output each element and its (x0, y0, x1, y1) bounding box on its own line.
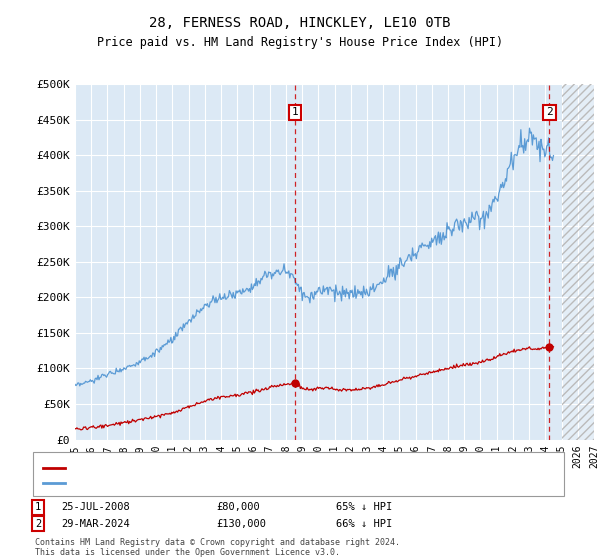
Text: Contains HM Land Registry data © Crown copyright and database right 2024.
This d: Contains HM Land Registry data © Crown c… (35, 538, 400, 557)
Text: 1: 1 (292, 108, 298, 118)
Text: 2: 2 (35, 519, 41, 529)
Text: 25-JUL-2008: 25-JUL-2008 (61, 502, 130, 512)
Text: 66% ↓ HPI: 66% ↓ HPI (336, 519, 392, 529)
Text: 28, FERNESS ROAD, HINCKLEY, LE10 0TB: 28, FERNESS ROAD, HINCKLEY, LE10 0TB (149, 16, 451, 30)
Text: £130,000: £130,000 (216, 519, 266, 529)
Bar (562, 84, 594, 440)
Text: 28, FERNESS ROAD, HINCKLEY, LE10 0TB (detached house): 28, FERNESS ROAD, HINCKLEY, LE10 0TB (de… (68, 463, 386, 473)
Text: 1: 1 (35, 502, 41, 512)
Text: 29-MAR-2024: 29-MAR-2024 (61, 519, 130, 529)
Text: £80,000: £80,000 (216, 502, 260, 512)
Text: HPI: Average price, detached house, Hinckley and Bosworth: HPI: Average price, detached house, Hinc… (68, 478, 410, 488)
Text: Price paid vs. HM Land Registry's House Price Index (HPI): Price paid vs. HM Land Registry's House … (97, 36, 503, 49)
Bar (562, 84, 594, 440)
Text: 2: 2 (546, 108, 553, 118)
Text: 65% ↓ HPI: 65% ↓ HPI (336, 502, 392, 512)
